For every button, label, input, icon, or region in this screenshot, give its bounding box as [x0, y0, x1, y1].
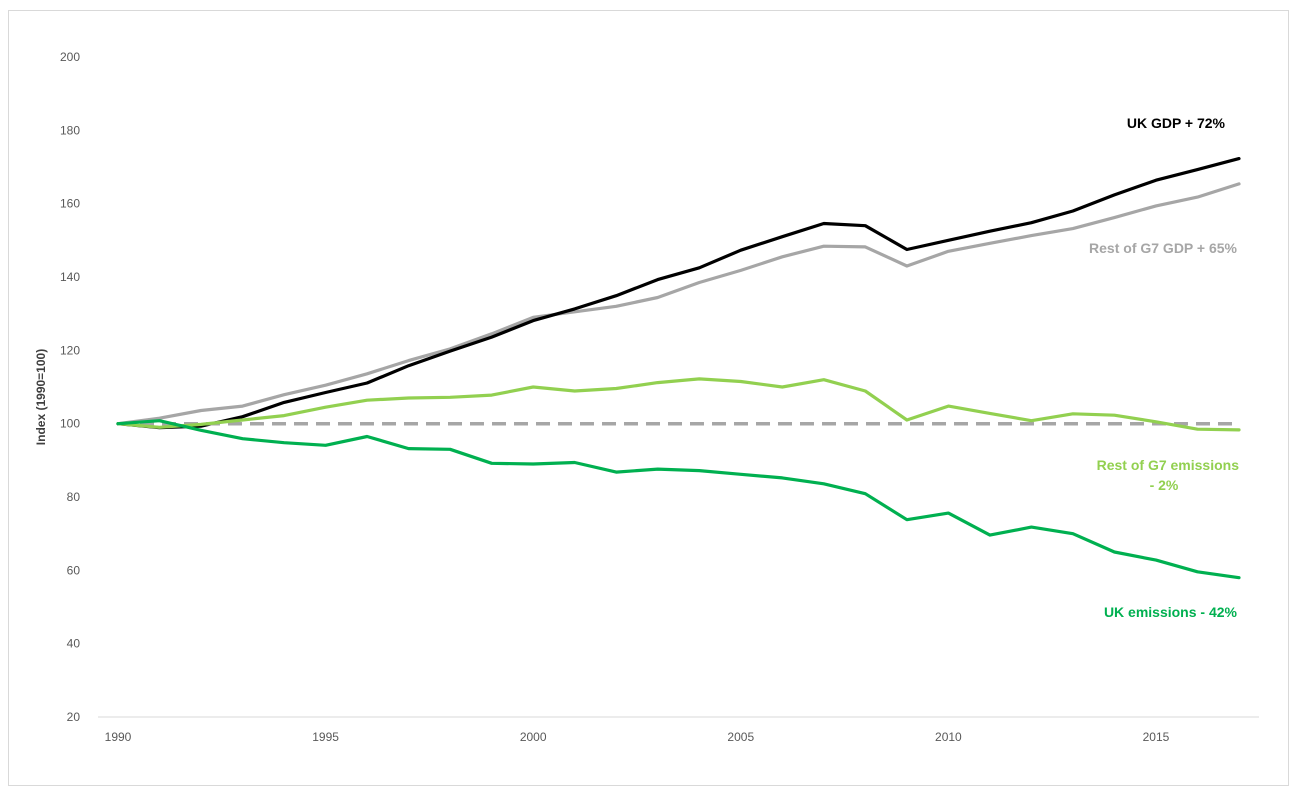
series-layer	[116, 157, 1241, 580]
x-axis-ticks: 1990 1995 2000 2005 2010 2015	[105, 730, 1170, 744]
series-label-uk-emissions: UK emissions - 42%	[1104, 604, 1238, 620]
series-label-rest-g7-emissions: - 2%	[1150, 477, 1179, 493]
y-tick-label: 120	[60, 343, 80, 357]
y-tick-label: 60	[67, 563, 81, 577]
y-tick-label: 80	[67, 490, 81, 504]
y-tick-label: 200	[60, 50, 80, 64]
y-axis-ticks: 20 40 60 80 100 120 140 160 180 200	[60, 50, 80, 724]
series-line-rest-g7-emissions	[116, 377, 1241, 432]
series-label-rest-g7-gdp: Rest of G7 GDP + 65%	[1089, 240, 1238, 256]
series-line-uk-emissions	[116, 419, 1241, 580]
y-tick-label: 180	[60, 123, 80, 137]
series-line-rest-g7-gdp	[116, 182, 1241, 426]
series-label-uk-gdp: UK GDP + 72%	[1127, 115, 1226, 131]
x-tick-label: 2000	[520, 730, 547, 744]
series-line-uk-gdp	[116, 157, 1241, 430]
x-tick-label: 1995	[312, 730, 339, 744]
y-tick-label: 140	[60, 270, 80, 284]
y-axis-title: Index (1990=100)	[34, 349, 48, 445]
x-tick-label: 2005	[727, 730, 754, 744]
y-tick-label: 40	[67, 637, 81, 651]
x-tick-label: 2010	[935, 730, 962, 744]
x-tick-label: 2015	[1143, 730, 1170, 744]
y-tick-label: 100	[60, 417, 80, 431]
y-tick-label: 160	[60, 197, 80, 211]
chart-frame	[8, 10, 1289, 786]
annotation-layer: UK GDP + 72% Rest of G7 GDP + 65% Rest of …	[1089, 115, 1239, 620]
series-label-rest-g7-emissions: Rest of G7 emissions	[1097, 457, 1240, 473]
y-tick-label: 20	[67, 710, 81, 724]
x-tick-label: 1990	[105, 730, 132, 744]
